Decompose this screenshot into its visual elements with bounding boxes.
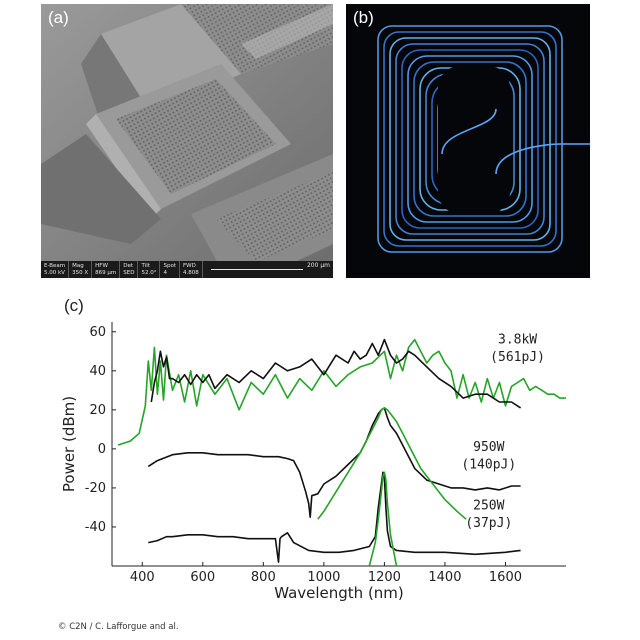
copyright-notice: © C2N / C. Lafforgue and al. (58, 622, 179, 632)
sem-info-value: 4 (163, 269, 167, 276)
sem-scale-bar: 200 µm (203, 261, 333, 278)
waveguide-loop (413, 61, 527, 217)
spectrum-chart: (c) 400 600 800 1000 1200 1400 1600 60 40 20 0 -20 -… (60, 296, 566, 602)
sem-info-bar: E-Beam 5.00 kV Mag 350 X HFW 869 µm Det SED Tilt… (41, 261, 333, 278)
y-axis-label: Power (dBm) (60, 396, 78, 492)
waveguide-loop (377, 25, 563, 253)
waveguide-loop (401, 49, 539, 229)
sem-info-column: Mag 350 X (69, 261, 93, 278)
x-tick-label: 1600 (489, 570, 522, 585)
x-tick-label: 1200 (368, 570, 401, 585)
sem-info-column: HFW 869 µm (92, 261, 121, 278)
sem-info-value: 869 µm (95, 269, 117, 276)
x-tick-label: 400 (130, 570, 155, 585)
x-axis-label: Wavelength (nm) (274, 584, 404, 602)
series-line-950w-simulated (317, 407, 467, 520)
x-tick-label: 1000 (307, 570, 340, 585)
sem-info-column: Spot 4 (160, 261, 180, 278)
panel-c-label: (c) (64, 296, 84, 315)
panel-b-label: (b) (353, 8, 374, 27)
sem-info-value: SED (123, 269, 135, 276)
sem-info-header: Det (123, 263, 134, 269)
series-line-250w-simulated (368, 471, 398, 567)
sem-info-column: E-Beam 5.00 kV (41, 261, 70, 278)
series-annotation: 950W (473, 440, 504, 455)
sem-info-header: E-Beam (44, 263, 66, 269)
series-annotation: (140pJ) (461, 457, 516, 472)
y-tick-label: -20 (85, 481, 106, 496)
scale-bar-line (210, 269, 303, 270)
sem-info-value: 350 X (72, 269, 89, 276)
sem-micrograph (41, 4, 333, 278)
series-annotation: 3.8kW (498, 332, 537, 347)
series-line-950w-measured (147, 407, 521, 518)
waveguide-loop (407, 55, 533, 223)
y-tick-label: 60 (89, 325, 106, 340)
sem-info-column: Det SED (120, 261, 139, 278)
spiral-center (438, 66, 510, 214)
sem-info-header: HFW (95, 263, 108, 269)
y-tick-label: 20 (89, 403, 106, 418)
plot-area: 400 600 800 1000 1200 1400 1600 60 40 20 0 -20 -40 Wa… (60, 322, 566, 602)
y-tick-label: 0 (98, 442, 106, 457)
y-tick-label: -40 (85, 520, 106, 535)
series-annotation: (37pJ) (465, 516, 512, 531)
panel-b-optical-image: (b) (346, 4, 590, 278)
sem-info-column: FWD 4.808 (180, 261, 203, 278)
panel-a-sem-image: (a) E-Beam 5.00 kV Mag 350 X HFW 869 µm Det SED… (41, 4, 333, 278)
sem-info-value: 5.00 kV (44, 269, 65, 276)
waveguide-loop (395, 43, 545, 235)
x-tick-label: 600 (190, 570, 215, 585)
x-tick-label: 800 (251, 570, 276, 585)
series-annotation: (561pJ) (490, 350, 545, 365)
series-line-3.8kw-measured (150, 338, 522, 409)
waveguide-loop (383, 31, 557, 247)
waveguide-s-bend (441, 108, 590, 175)
sem-info-value: 52.0° (141, 269, 157, 276)
sem-info-value: 4.808 (183, 269, 199, 276)
sem-info-column: Tilt 52.0° (138, 261, 161, 278)
series-annotation: 250W (473, 498, 504, 513)
sem-info-header: Tilt (141, 263, 150, 269)
panel-a-label: (a) (48, 8, 69, 27)
sem-info-header: FWD (183, 263, 196, 269)
scale-bar-label: 200 µm (306, 262, 330, 269)
spiral-waveguide-image (346, 4, 590, 278)
x-tick-label: 1400 (428, 570, 461, 585)
y-tick-label: 40 (89, 364, 106, 379)
sem-info-header: Spot (163, 263, 176, 269)
waveguide-loop (389, 37, 551, 241)
sem-info-header: Mag (72, 263, 84, 269)
